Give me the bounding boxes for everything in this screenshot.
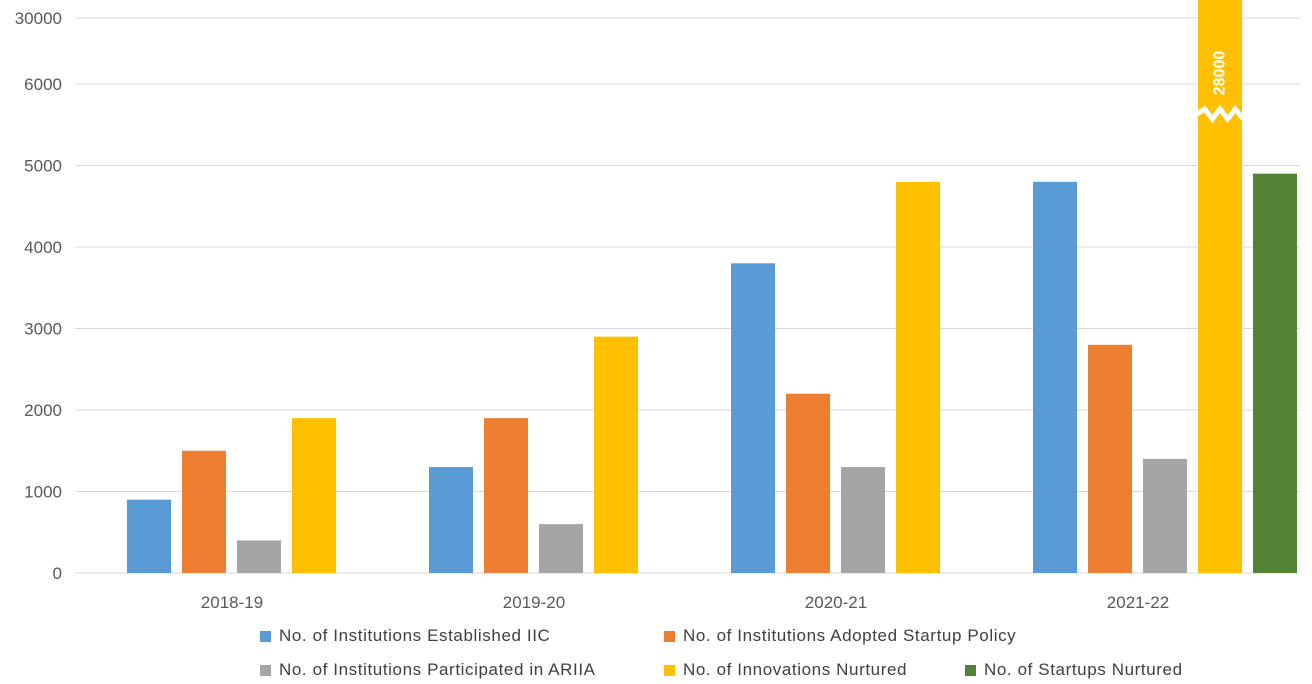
y-tick-label: 6000 <box>24 75 62 94</box>
bar <box>896 181 940 574</box>
legend-swatch <box>260 630 271 642</box>
bar <box>539 524 583 573</box>
legend-label: No. of Startups Nurtured <box>984 660 1183 679</box>
y-tick-label: 5000 <box>24 157 62 176</box>
bar <box>731 263 775 573</box>
y-tick-label: 3000 <box>24 320 62 339</box>
bar <box>1198 0 1242 573</box>
x-tick-label: 2018-19 <box>201 593 263 612</box>
y-tick-label: 30000 <box>15 9 62 28</box>
bar <box>429 467 473 573</box>
legend-label: No. of Institutions Participated in ARII… <box>279 660 596 679</box>
bar <box>237 540 281 573</box>
bar <box>841 467 885 573</box>
y-tick-label: 4000 <box>24 238 62 257</box>
bar <box>127 499 171 573</box>
legend-label: No. of Institutions Adopted Startup Poli… <box>683 626 1017 645</box>
chart-plot: 0 1000 2000 3000 4000 5000 6000 30000 2018-19 201… <box>15 0 1300 612</box>
y-tick-label: 0 <box>53 564 62 583</box>
bar <box>1088 344 1132 573</box>
bar <box>182 450 226 573</box>
legend-item: No. of Institutions Established IIC <box>260 626 550 646</box>
y-tick-label: 2000 <box>24 401 62 420</box>
legend-swatch <box>664 664 675 676</box>
x-tick-label: 2020-21 <box>805 593 867 612</box>
legend-item: No. of Startups Nurtured <box>965 660 1183 680</box>
legend-item: No. of Innovations Nurtured <box>664 660 907 680</box>
bar <box>1253 173 1297 573</box>
x-tick-label: 2021-22 <box>1107 593 1169 612</box>
legend-swatch <box>260 664 271 676</box>
axis-break-mark <box>1195 104 1245 124</box>
legend-item: No. of Institutions Adopted Startup Poli… <box>664 626 1016 646</box>
legend-swatch <box>965 664 976 676</box>
y-tick-label: 1000 <box>24 483 62 502</box>
bar <box>292 418 336 573</box>
legend-item: No. of Institutions Participated in ARII… <box>260 660 596 680</box>
legend-label: No. of Institutions Established IIC <box>279 626 551 645</box>
legend-swatch <box>664 630 675 642</box>
bar <box>1033 181 1077 574</box>
legend-label: No. of Innovations Nurtured <box>683 660 908 679</box>
x-tick-label: 2019-20 <box>503 593 565 612</box>
data-label: 28000 <box>1212 51 1229 96</box>
bar <box>484 418 528 573</box>
bar <box>1143 458 1187 573</box>
bar <box>786 393 830 573</box>
bar <box>594 336 638 573</box>
